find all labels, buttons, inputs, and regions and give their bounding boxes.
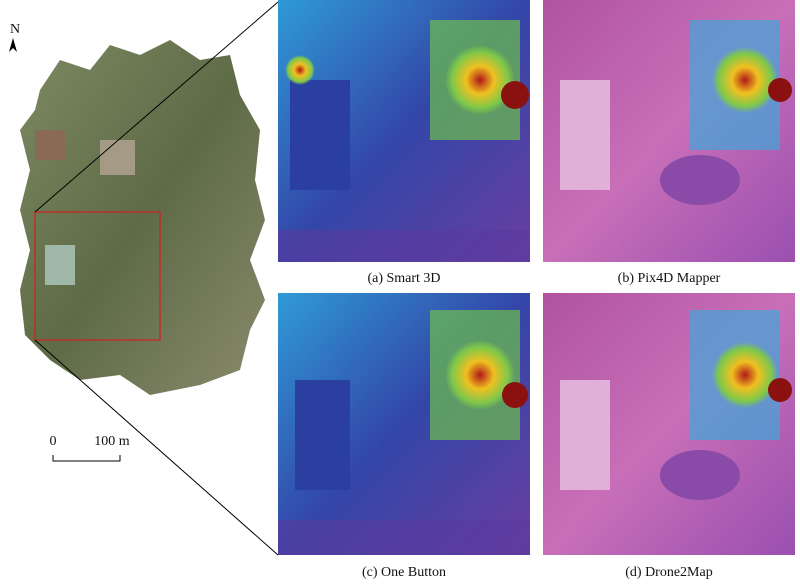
panel-caption: (c) One Button xyxy=(362,565,446,580)
scale-label: 0 xyxy=(50,434,57,449)
panel-d xyxy=(543,293,795,555)
panel-b xyxy=(543,0,795,262)
panel-a xyxy=(278,0,530,262)
panel-caption: (a) Smart 3D xyxy=(367,271,440,286)
pond xyxy=(45,245,75,285)
zoom-line xyxy=(34,1,279,213)
panel-caption: (b) Pix4D Mapper xyxy=(618,271,721,286)
pond xyxy=(100,140,135,175)
orthomosaic xyxy=(20,40,265,395)
scale-label: 100 m xyxy=(94,434,130,449)
zoom-line xyxy=(34,339,279,556)
north-arrow xyxy=(9,38,17,52)
pond xyxy=(35,130,65,160)
selection-box xyxy=(34,211,161,341)
scale-bar xyxy=(52,455,121,462)
north-label: N xyxy=(10,22,20,37)
panel-c xyxy=(278,293,530,555)
panel-caption: (d) Drone2Map xyxy=(625,565,712,580)
